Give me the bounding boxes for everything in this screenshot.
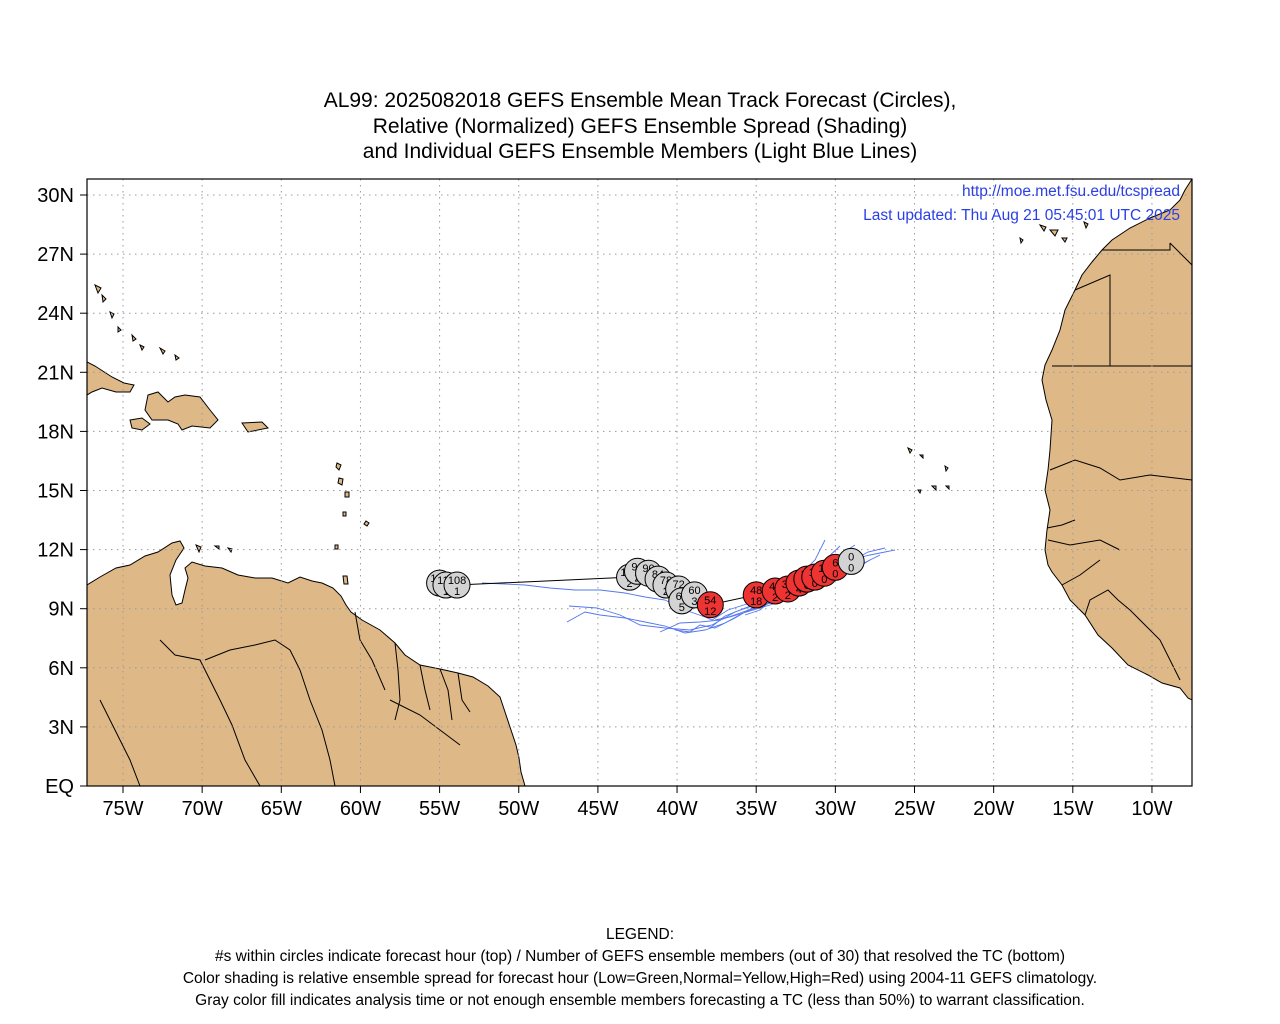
lon-label: 70W bbox=[182, 798, 223, 820]
title-line-3: and Individual GEFS Ensemble Members (Li… bbox=[362, 140, 918, 163]
lat-label: 27N bbox=[37, 244, 74, 266]
legend-heading: LEGEND: bbox=[605, 926, 675, 943]
member-count-label: 0 bbox=[812, 578, 818, 590]
lon-label: 20W bbox=[973, 798, 1014, 820]
track-circle bbox=[696, 591, 724, 619]
forecast-hour-label: 0 bbox=[848, 551, 854, 563]
canary-islands bbox=[1019, 221, 1089, 245]
lat-label: 6N bbox=[48, 658, 74, 680]
member-count-label: 0 bbox=[821, 574, 827, 586]
lat-label: EQ bbox=[45, 776, 74, 798]
forecast-hour-label: 108 bbox=[448, 575, 466, 587]
track-circle bbox=[837, 547, 865, 575]
cape-verde-islands bbox=[907, 446, 950, 495]
title-line-1: AL99: 2025082018 GEFS Ensemble Mean Trac… bbox=[323, 89, 957, 112]
member-count-label: 0 bbox=[848, 562, 854, 574]
last-updated: Last updated: Thu Aug 21 05:45:01 UTC 20… bbox=[863, 207, 1180, 224]
chart-title: AL99: 2025082018 GEFS Ensemble Mean Trac… bbox=[0, 88, 1280, 165]
latitude-labels: 30N 27N 24N 21N 18N 15N 12N 9N 6N 3N EQ bbox=[37, 185, 87, 798]
member-count-label: 0 bbox=[832, 568, 838, 580]
lat-label: 30N bbox=[37, 185, 74, 207]
lat-label: 18N bbox=[37, 421, 74, 443]
lon-label: 30W bbox=[815, 798, 856, 820]
lon-label: 45W bbox=[577, 798, 618, 820]
lat-label: 15N bbox=[37, 481, 74, 503]
hispaniola-island bbox=[144, 391, 219, 431]
lon-label: 50W bbox=[498, 798, 539, 820]
lon-label: 10W bbox=[1131, 798, 1172, 820]
member-count-label: 1 bbox=[454, 586, 460, 598]
forecast-hour-label: 6 bbox=[832, 557, 838, 569]
member-count-label: 18 bbox=[750, 596, 762, 608]
member-count-label: 4 bbox=[796, 584, 802, 596]
jamaica-island bbox=[129, 417, 151, 431]
country-borders-africa bbox=[1046, 242, 1192, 681]
member-count-label: 2 bbox=[772, 592, 778, 604]
longitude-labels: 75W 70W 65W 60W 55W 50W 45W 40W 35W 30W 25W 20W 15W 1… bbox=[102, 786, 1173, 820]
lon-label: 40W bbox=[656, 798, 697, 820]
track-point-hour-0: 00 bbox=[837, 547, 865, 575]
title-line-2: Relative (Normalized) GEFS Ensemble Spre… bbox=[372, 114, 908, 138]
lat-lon-grid bbox=[87, 179, 1192, 786]
legend-line-2: Color shading is relative ensemble sprea… bbox=[182, 970, 1098, 987]
lon-label: 75W bbox=[102, 798, 143, 820]
puerto-rico-island bbox=[241, 421, 270, 433]
lat-label: 3N bbox=[48, 717, 74, 739]
member-count-label: 12 bbox=[704, 606, 716, 618]
legend-line-1: #s within circles indicate forecast hour… bbox=[215, 948, 1065, 965]
member-count-label: 5 bbox=[679, 602, 685, 614]
lon-label: 25W bbox=[894, 798, 935, 820]
lat-label: 24N bbox=[37, 303, 74, 325]
country-borders-south-america bbox=[99, 611, 471, 786]
lon-label: 55W bbox=[419, 798, 460, 820]
lat-label: 21N bbox=[37, 362, 74, 384]
lon-label: 60W bbox=[340, 798, 381, 820]
bahamas-islands bbox=[94, 283, 180, 361]
legend-line-3: Gray color fill indicates analysis time … bbox=[195, 992, 1085, 1009]
lat-label: 9N bbox=[48, 599, 74, 621]
land-masses bbox=[87, 179, 1192, 786]
forecast-hour-label: 60 bbox=[688, 585, 700, 597]
cuba-island bbox=[87, 361, 135, 396]
member-count-label: 3 bbox=[691, 596, 697, 608]
south-america-landmass bbox=[87, 540, 526, 786]
forecast-hour-label: 48 bbox=[750, 585, 762, 597]
member-count-label: 2 bbox=[626, 578, 632, 590]
track-circle bbox=[443, 571, 471, 599]
lon-label: 35W bbox=[736, 798, 777, 820]
source-url[interactable]: http://moe.met.fsu.edu/tcspread bbox=[962, 183, 1180, 200]
lon-label: 65W bbox=[261, 798, 302, 820]
africa-landmass bbox=[1041, 179, 1192, 701]
aruba-curacao bbox=[195, 544, 233, 554]
member-count-label: 2 bbox=[785, 590, 791, 602]
forecast-hour-label: 54 bbox=[704, 595, 716, 607]
lesser-antilles bbox=[334, 462, 370, 585]
lat-label: 12N bbox=[37, 540, 74, 562]
map-frame bbox=[86, 178, 1193, 787]
mean-track: 1201114110811022962902842782722665603541… bbox=[426, 547, 865, 619]
lon-label: 15W bbox=[1052, 798, 1093, 820]
legend: LEGEND: #s within circles indicate forec… bbox=[0, 924, 1280, 1012]
